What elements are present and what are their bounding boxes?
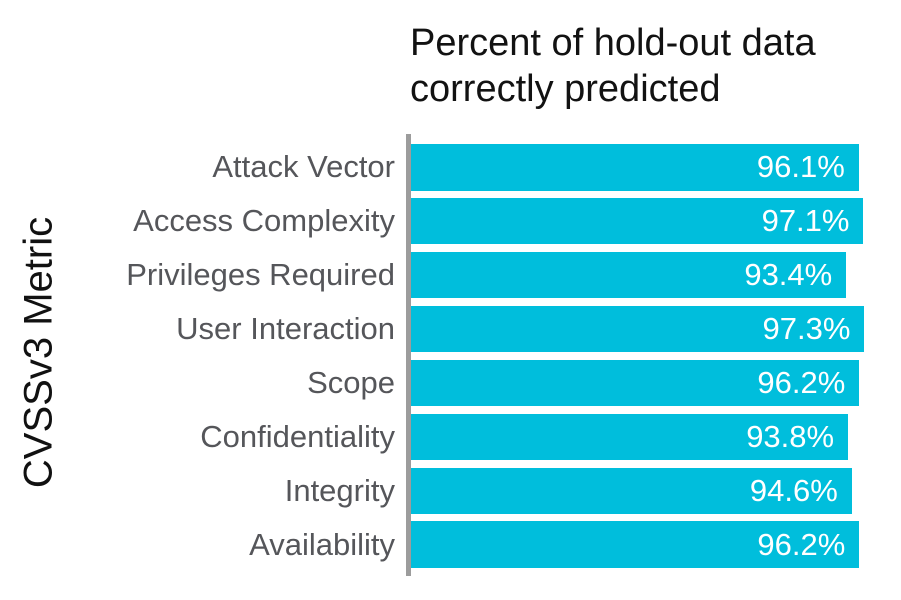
bar-row: Integrity 94.6% [0,467,901,515]
category-label: Confidentiality [200,418,395,454]
chart-title: Percent of hold-out data correctly predi… [410,20,900,112]
chart-title-line-2: correctly predicted [410,68,721,110]
bar-row: Confidentiality 93.8% [0,413,901,461]
bar-row: Attack Vector 96.1% [0,144,901,191]
bar-track: 97.3% [411,305,901,353]
bar-track: 96.2% [411,521,901,568]
bar-value-label: 96.1% [756,149,845,185]
bar: 96.1% [411,144,859,191]
bar-track: 97.1% [411,197,901,245]
bar-track: 94.6% [411,467,901,515]
bar-track: 93.4% [411,251,901,299]
bar-row: Access Complexity 97.1% [0,197,901,245]
bar-rows: Attack Vector 96.1% Access Complexity 97… [0,144,901,568]
bar-value-label: 93.4% [744,257,833,293]
bar-value-label: 93.8% [746,418,835,454]
bar-row: User Interaction 97.3% [0,305,901,353]
bar-row: Scope 96.2% [0,359,901,407]
category-label: Scope [307,364,395,400]
chart-title-line-1: Percent of hold-out data [410,22,816,64]
category-label: User Interaction [176,311,395,347]
bar-value-label: 96.2% [757,526,846,562]
bar: 93.8% [411,413,849,461]
bar: 93.4% [411,251,847,299]
category-label: Privileges Required [126,257,395,293]
bar: 96.2% [411,359,860,407]
bar-track: 96.2% [411,359,901,407]
category-label: Availability [249,526,395,562]
bar: 97.1% [411,197,864,245]
bar-value-label: 97.3% [762,311,851,347]
bar: 94.6% [411,467,852,515]
bar: 97.3% [411,305,865,353]
bar-track: 96.1% [411,144,901,191]
bar-row: Availability 96.2% [0,521,901,568]
bar-value-label: 94.6% [749,472,838,508]
bar-row: Privileges Required 93.4% [0,251,901,299]
y-axis-line [406,134,411,576]
category-label: Attack Vector [212,149,395,185]
bar-value-label: 96.2% [757,364,846,400]
category-label: Integrity [284,472,395,508]
bar: 96.2% [411,521,860,568]
category-label: Access Complexity [133,203,395,239]
bar-track: 93.8% [411,413,901,461]
bar-value-label: 97.1% [761,203,850,239]
